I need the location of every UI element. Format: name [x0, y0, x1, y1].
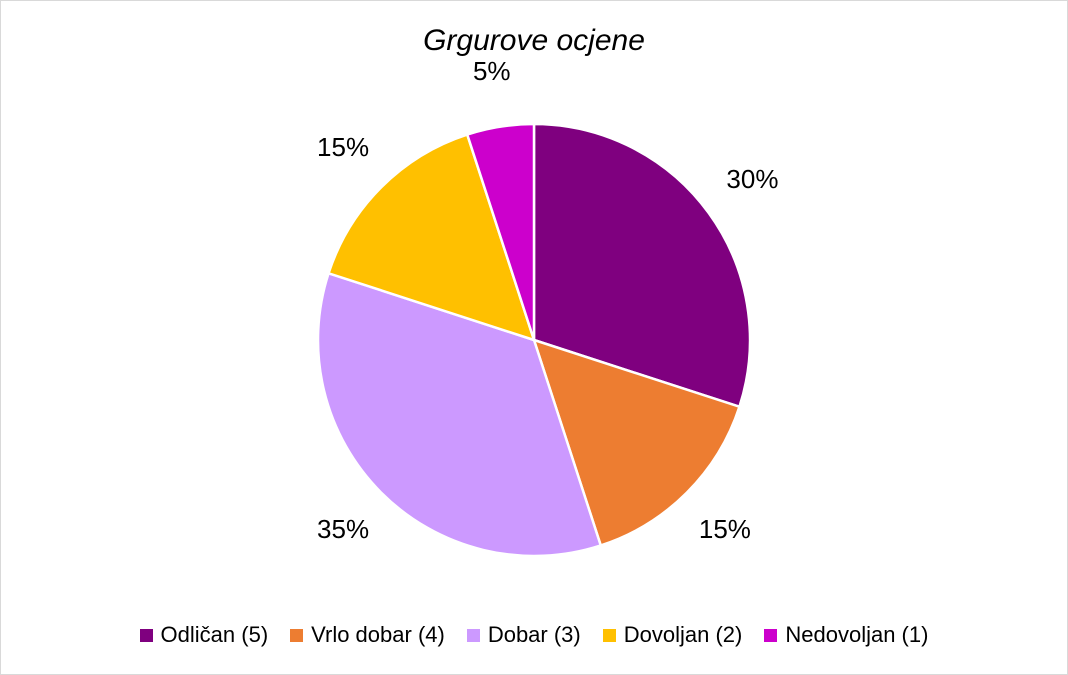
pie-slice-1: [532, 122, 752, 409]
legend-swatch: [290, 628, 304, 642]
legend-label: Dobar (3): [487, 622, 581, 647]
pie-slice-3: [316, 271, 603, 558]
legend-swatch: [764, 628, 778, 642]
legend-swatch: [602, 628, 616, 642]
chart-legend: Odličan (5) Vrlo dobar (4) Dobar (3) Dovolj…: [0, 622, 1068, 648]
legend-label: Dovoljan (2): [623, 622, 743, 647]
legend-item-3: Dobar (3): [466, 622, 581, 648]
legend-item-4: Dovoljan (2): [602, 622, 743, 648]
data-label-4: 15%: [317, 132, 369, 162]
data-label-3: 35%: [317, 514, 369, 544]
chart-title: Grgurove ocjene: [423, 24, 645, 57]
legend-label: Nedovoljan (1): [785, 622, 929, 647]
data-label-1: 30%: [726, 164, 778, 194]
legend-label: Odličan (5): [160, 622, 269, 647]
pie-slice-5: [465, 122, 536, 341]
legend-item-5: Nedovoljan (1): [764, 622, 928, 648]
legend-swatch: [139, 628, 153, 642]
legend-item-1: Odličan (5): [139, 622, 269, 648]
legend-label: Vrlo dobar (4): [311, 622, 445, 647]
data-label-2: 15%: [699, 514, 751, 544]
data-label-5: 5%: [473, 56, 511, 86]
legend-item-2: Vrlo dobar (4): [290, 622, 445, 648]
legend-swatch: [466, 628, 480, 642]
